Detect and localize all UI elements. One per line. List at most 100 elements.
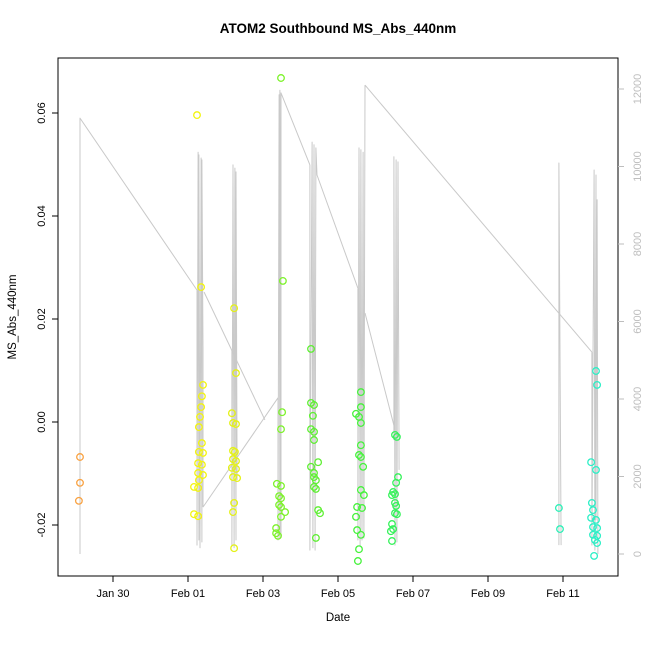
data-point [197,283,206,292]
x-tick-label: Feb 09 [471,588,505,600]
data-point [589,506,597,515]
data-point [277,481,285,490]
y-left-tick-label: 0.02 [36,308,48,329]
data-point [197,403,206,412]
data-point [554,504,563,512]
data-point [233,474,242,483]
data-point [307,344,315,353]
data-point [281,508,290,517]
data-point [190,510,198,519]
data-point [353,557,362,565]
y-left-tick-label: 0.06 [36,102,48,123]
data-point [275,492,284,501]
data-point [277,503,285,511]
data-point [194,512,203,521]
data-point [356,403,365,412]
altitude-trace-line [196,151,204,549]
data-point [356,419,365,427]
data-point [592,465,600,474]
x-tick-label: Feb 01 [171,588,205,600]
data-point [310,469,318,477]
data-point [389,525,398,534]
data-point [232,420,240,429]
x-tick-label: Feb 07 [396,588,430,600]
data-point [388,491,396,500]
data-point [194,447,203,456]
data-point [308,411,317,420]
data-points-group [74,74,602,565]
data-point [592,515,600,524]
data-point [388,537,396,545]
y-left-tick-label: -0.02 [36,512,48,537]
data-point [356,530,365,539]
data-point [194,423,203,432]
data-point [194,459,203,468]
data-point [356,388,365,397]
data-point [353,503,362,511]
data-point [229,508,237,517]
data-point [311,533,320,542]
data-point [275,500,284,509]
altitude-trace-line [558,162,562,546]
data-point [229,473,237,482]
data-point [232,464,240,473]
data-point [277,74,285,82]
data-point [356,453,365,461]
y-axis-right-ticks: 12000 10000 8000 6000 4000 2000 0 [618,74,644,557]
y-left-tick-label: 0.00 [36,411,48,432]
data-point [589,530,597,539]
data-point [359,491,368,500]
data-point [359,462,368,471]
y-right-tick-label: 0 [632,551,644,557]
data-point [76,453,84,461]
data-point [277,512,285,521]
y-right-tick-label: 2000 [632,464,644,488]
data-point [392,501,401,510]
x-tick-label: Feb 05 [321,588,355,600]
data-point [592,367,600,375]
data-point [392,478,401,487]
altitude-trace-line [364,84,593,353]
data-point [386,527,395,536]
data-point [310,482,318,491]
data-point [355,451,363,459]
data-point [278,408,287,417]
data-point [587,513,596,522]
data-point [196,412,204,421]
data-point [388,520,396,528]
data-point [194,476,203,485]
y-right-tick-label: 10000 [632,151,644,182]
data-point [311,484,320,493]
y-right-tick-label: 8000 [632,232,644,256]
data-point [194,469,203,477]
data-point [307,462,315,471]
altitude-trace-line [202,397,279,508]
data-point [232,369,240,378]
y-right-tick-label: 12000 [632,74,644,105]
data-point [314,458,323,467]
data-point [590,551,599,560]
data-point [358,504,366,512]
data-point [190,482,198,491]
data-point [199,471,207,479]
data-point [230,447,239,456]
chart-title: ATOM2 Southbound MS_Abs_440nm [220,21,457,36]
data-point [199,380,207,389]
data-point [230,498,239,507]
data-point [230,304,239,313]
altitude-trace-line [231,164,238,549]
data-point [227,409,236,418]
data-point [593,380,602,389]
data-point [316,509,324,518]
data-point [355,545,363,554]
data-point [193,111,201,120]
data-point [352,512,360,521]
altitude-trace-line [591,169,599,555]
x-tick-label: Jan 30 [96,588,129,600]
data-point [392,510,401,519]
data-point [232,457,240,466]
data-point [278,276,287,285]
x-axis-ticks: Jan 30 Feb 01 Feb 03 Feb 05 Feb 07 Feb 09 Feb … [96,576,580,600]
